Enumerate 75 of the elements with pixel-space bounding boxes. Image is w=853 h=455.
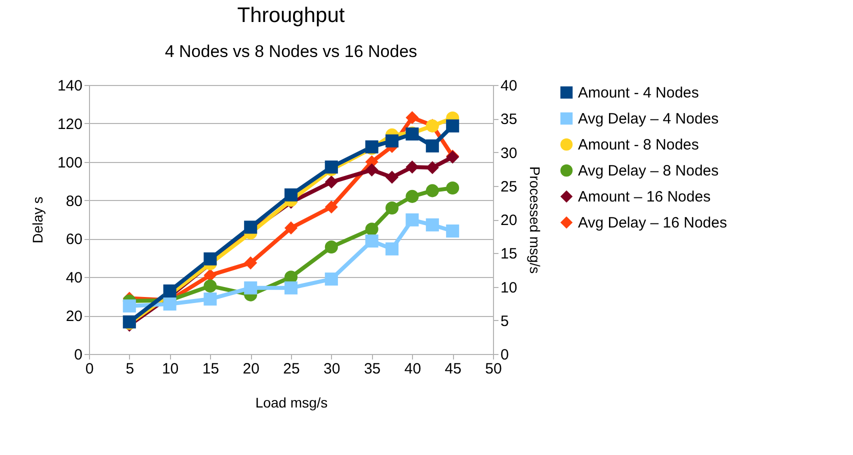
point — [244, 220, 258, 234]
point — [406, 190, 419, 203]
y2-tick-label: 35 — [500, 111, 518, 128]
legend-label: Amount - 4 Nodes — [578, 84, 699, 102]
point — [406, 160, 419, 174]
y2-axis-title: Processed msg/s — [527, 166, 544, 274]
chart-subtitle: 4 Nodes vs 8 Nodes vs 16 Nodes — [164, 42, 418, 61]
point — [122, 299, 136, 312]
point — [284, 188, 298, 202]
y-axis-title: Delay s — [29, 196, 46, 244]
y-tick-label: 40 — [66, 270, 82, 287]
point — [324, 160, 338, 174]
x-tick-label: 25 — [283, 360, 300, 378]
point — [385, 201, 399, 214]
y2-tick-label: 5 — [500, 312, 509, 330]
point — [446, 119, 460, 132]
x-tick-label: 20 — [242, 360, 260, 378]
point — [406, 111, 419, 124]
y-tick-label: 140 — [57, 78, 82, 94]
x-tick-label: 10 — [162, 360, 179, 378]
y-tick-label: 60 — [66, 231, 82, 248]
x-tick-label: 50 — [485, 360, 502, 378]
y2-tick-label: 30 — [500, 144, 518, 162]
point — [365, 222, 378, 236]
point — [284, 221, 298, 234]
point — [324, 200, 338, 214]
legend-label: Amount - 8 Nodes — [578, 136, 699, 154]
point — [385, 170, 399, 184]
point — [244, 256, 258, 270]
x-tick-label: 45 — [444, 360, 462, 378]
point — [426, 161, 439, 174]
legend-label: Avg Delay – 4 Nodes — [578, 110, 719, 128]
point — [324, 272, 338, 286]
point — [385, 242, 399, 256]
y2-tick-label: 20 — [500, 212, 518, 229]
point — [446, 181, 460, 194]
y2-tick-label: 0 — [500, 346, 509, 364]
y2-tick-label: 25 — [500, 178, 518, 196]
point — [406, 213, 419, 226]
legend-label: Amount – 16 Nodes — [578, 188, 711, 206]
x-tick-label: 15 — [202, 360, 220, 378]
y2-tick-label: 15 — [500, 246, 518, 263]
y-tick-label: 120 — [57, 116, 82, 133]
point — [284, 281, 298, 294]
point — [204, 279, 217, 292]
legend-label: Avg Delay – 16 Nodes — [578, 214, 727, 232]
point — [446, 224, 460, 238]
point — [324, 176, 338, 189]
y-tick-label: 0 — [74, 346, 82, 364]
point — [385, 134, 399, 148]
y-tick-label: 80 — [66, 192, 82, 210]
point — [204, 292, 217, 306]
point — [426, 218, 439, 232]
point — [244, 281, 258, 294]
legend-label: Avg Delay – 8 Nodes — [578, 162, 719, 180]
point — [324, 240, 338, 254]
point — [204, 252, 217, 266]
point — [365, 163, 378, 176]
y-tick-label: 20 — [66, 308, 82, 326]
y2-tick-label: 40 — [500, 78, 518, 94]
x-axis-title: Load msg/s — [255, 394, 328, 410]
y-tick-label: 100 — [57, 154, 82, 172]
point — [426, 139, 439, 152]
x-tick-label: 0 — [85, 360, 94, 378]
x-tick-label: 35 — [364, 360, 381, 378]
point — [163, 284, 176, 298]
chart-title: Throughput — [237, 4, 345, 27]
point — [365, 234, 378, 248]
x-tick-label: 30 — [324, 360, 340, 378]
x-tick-label: 40 — [404, 360, 422, 378]
y2-tick-label: 10 — [500, 279, 518, 296]
point — [426, 184, 439, 198]
point — [204, 268, 217, 282]
x-tick-label: 5 — [126, 360, 134, 378]
point — [163, 298, 176, 311]
